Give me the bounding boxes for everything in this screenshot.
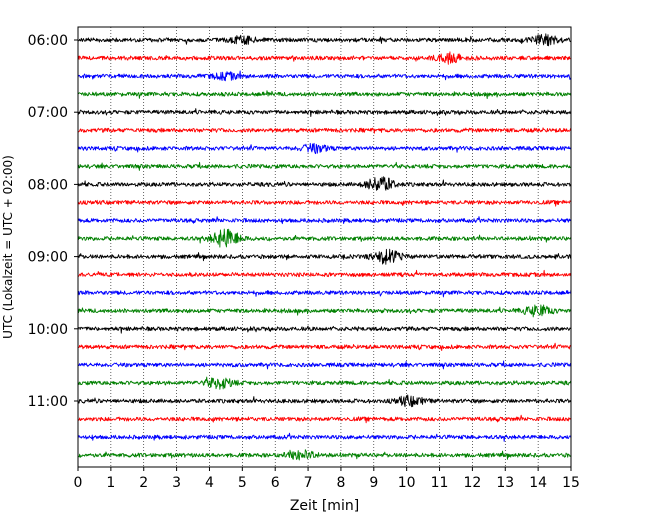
x-tick-label: 8 [336,475,345,491]
y-tick-label: 06:00 [28,33,68,49]
y-tick-label: 09:00 [28,250,68,266]
trace-0800 [77,176,572,191]
trace-0945 [77,304,572,318]
y-tick-label: 07:00 [28,105,68,121]
trace-1145 [77,449,572,461]
plot-frame [77,26,572,468]
y-tick-label: 08:00 [28,177,68,193]
trace-0845 [77,228,572,248]
x-tick-label: 11 [431,475,449,491]
trace-1015 [77,342,572,352]
trace-1030 [77,360,572,370]
y-axis: 06:00 07:00 08:00 09:00 10:00 11:00 [28,33,78,410]
trace-1115 [77,414,572,424]
trace-0915 [77,269,572,278]
trace-0900 [77,248,572,265]
x-tick-label: 2 [139,475,148,491]
y-tick-label: 11:00 [28,394,68,410]
trace-1130 [77,432,572,442]
trace-0700 [77,108,572,118]
trace-0815 [77,199,572,207]
trace-0730 [77,142,572,155]
trace-1045 [77,376,572,390]
trace-0930 [77,289,572,298]
x-tick-label: 7 [304,475,313,491]
trace-0715 [77,127,572,134]
x-tick-label: 1 [106,475,115,491]
grid-layer [110,27,539,467]
x-tick-label: 4 [205,475,214,491]
trace-0615 [77,51,572,65]
x-tick-label: 15 [562,475,580,491]
trace-0745 [77,161,572,171]
trace-1100 [77,394,572,408]
trace-0830 [77,216,572,225]
x-axis-label: Zeit [min] [290,498,359,514]
y-tick-label: 10:00 [28,322,68,338]
trace-0600 [77,33,572,47]
x-tick-label: 9 [369,475,378,491]
trace-1000 [77,325,572,334]
x-tick-label: 6 [271,475,280,491]
x-tick-label: 5 [238,475,247,491]
x-tick-label: 0 [74,475,83,491]
x-tick-label: 10 [398,475,416,491]
y-axis-label: UTC (Lokalzeit = UTC + 02:00) [1,155,15,339]
x-tick-label: 14 [529,475,547,491]
trace-0645 [77,90,572,100]
trace-0630 [77,70,572,82]
x-tick-label: 12 [463,475,481,491]
x-tick-label: 3 [172,475,181,491]
x-axis: 0 1 2 3 4 5 6 7 8 9 10 11 12 13 14 15 [74,467,580,491]
x-tick-label: 13 [496,475,514,491]
trace-layer [77,33,572,461]
